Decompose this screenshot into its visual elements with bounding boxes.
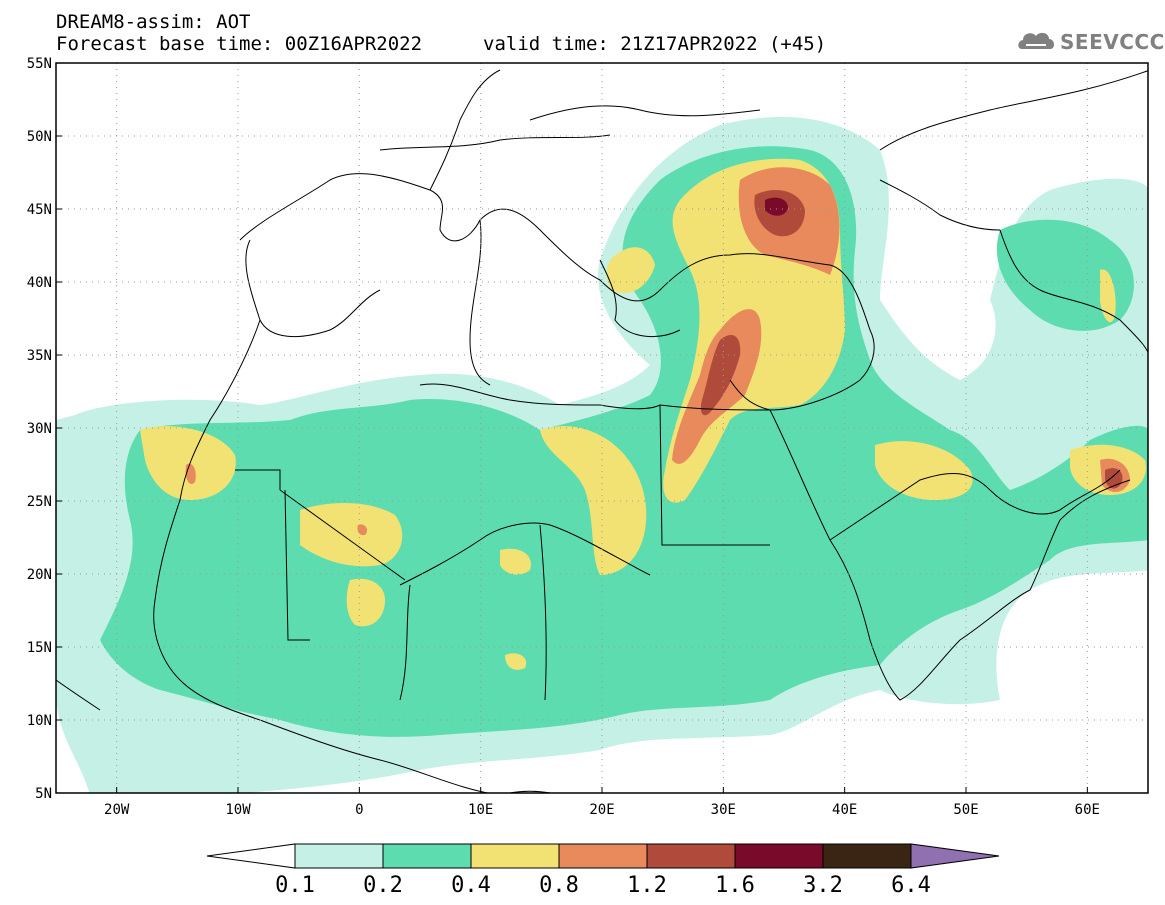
lat-tick-label: 55N xyxy=(27,56,52,72)
forecast-base-time: Forecast base time: 00Z16APR2022 xyxy=(56,33,423,55)
lon-tick-label: 10E xyxy=(468,802,493,818)
lat-tick-label: 40N xyxy=(27,275,52,291)
lon-ticks: 20W 10W 0 10E 20E 30E 40E 50E 60E xyxy=(104,787,1100,818)
lon-tick-label: 60E xyxy=(1075,802,1100,818)
logo-text: SEEVCCC xyxy=(1060,30,1165,54)
lat-tick-label: 25N xyxy=(27,494,52,510)
aot-map: 20W 10W 0 10E 20E 30E 40E 50E 60E 55N 50N 45N 40N 35… xyxy=(27,56,1149,818)
grid xyxy=(56,63,1148,793)
lat-tick-label: 50N xyxy=(27,129,52,145)
cloud-icon xyxy=(1018,32,1055,49)
colorbar-level-label: 0.8 xyxy=(539,873,579,898)
colorbar-box xyxy=(734,843,824,869)
colorbar-over-arrow xyxy=(910,843,1000,869)
lat-tick-label: 5N xyxy=(35,786,52,802)
lat-tick-label: 35N xyxy=(27,348,52,364)
colorbar-box xyxy=(294,843,384,869)
colorbar-level-label: 0.4 xyxy=(451,873,491,898)
title-line-1-pos: DREAM8-assim: AOT xyxy=(56,11,251,33)
valid-time: valid time: 21Z17APR2022 (+45) xyxy=(483,33,827,55)
colorbar-level-label: 0.2 xyxy=(363,873,403,898)
coastlines xyxy=(56,69,1148,793)
lat-tick-label: 30N xyxy=(27,421,52,437)
colorbar-box xyxy=(646,843,736,869)
colorbar-level-label: 6.4 xyxy=(891,873,931,898)
colorbar-box xyxy=(822,843,912,869)
lat-tick-label: 15N xyxy=(27,640,52,656)
aot-field xyxy=(56,117,1148,793)
colorbar-level-label: 3.2 xyxy=(803,873,843,898)
colorbar-box xyxy=(470,843,560,869)
lat-tick-label: 10N xyxy=(27,713,52,729)
lon-tick-label: 0 xyxy=(355,802,363,818)
lon-tick-label: 20W xyxy=(104,802,130,818)
lon-tick-label: 20E xyxy=(589,802,614,818)
colorbar: 0.1 0.2 0.4 0.8 1.2 1.6 3.2 6.4 xyxy=(206,843,1000,898)
colorbar-box xyxy=(558,843,648,869)
lon-tick-label: 10W xyxy=(225,802,251,818)
lat-tick-label: 45N xyxy=(27,202,52,218)
lat-tick-label: 20N xyxy=(27,567,52,583)
lon-tick-label: 30E xyxy=(711,802,736,818)
lon-tick-label: 40E xyxy=(832,802,857,818)
lat-ticks: 55N 50N 45N 40N 35N 30N 25N 20N 15N 10N 5N xyxy=(27,56,62,802)
colorbar-under-arrow xyxy=(206,843,296,869)
colorbar-level-label: 1.6 xyxy=(715,873,755,898)
colorbar-level-label: 0.1 xyxy=(275,873,315,898)
colorbar-box xyxy=(382,843,472,869)
colorbar-level-label: 1.2 xyxy=(627,873,667,898)
lon-tick-label: 50E xyxy=(953,802,978,818)
